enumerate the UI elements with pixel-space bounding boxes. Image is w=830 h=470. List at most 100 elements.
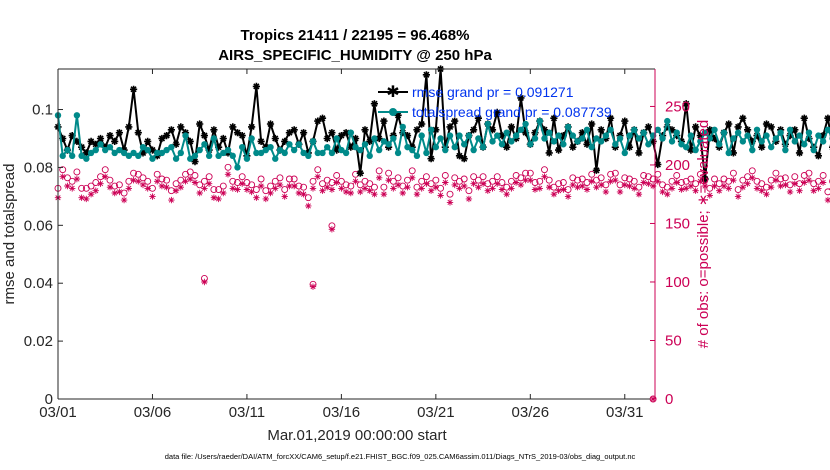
obs-evaluated-point — [744, 180, 751, 187]
obs-possible-point — [663, 183, 671, 191]
obs-evaluated-point — [456, 185, 463, 192]
totalspread-point — [791, 138, 799, 145]
rmse-point — [205, 146, 213, 154]
rmse-point — [285, 129, 293, 137]
obs-evaluated-point — [187, 175, 194, 183]
obs-evaluated-point — [154, 178, 161, 185]
totalspread-point — [361, 141, 369, 148]
legend: ✱ rmse grand pr = 0.091271 totalspread g… — [378, 82, 612, 120]
obs-evaluated-point — [305, 202, 312, 210]
obs-possible-point — [588, 170, 596, 178]
rmse-point — [380, 117, 388, 125]
totalspread-point — [588, 143, 595, 151]
obs-evaluated-point — [824, 196, 830, 204]
rmse-point — [470, 126, 478, 134]
totalspread-point — [597, 138, 605, 145]
rmse-point — [158, 134, 166, 143]
totalspread-point — [201, 141, 208, 148]
totalspread-point — [437, 135, 444, 142]
obs-possible-point — [545, 176, 553, 184]
obs-possible-point — [607, 170, 615, 178]
rmse-point — [73, 137, 81, 145]
rmse-point — [219, 134, 227, 143]
totalspread-point — [59, 152, 66, 160]
rmse-point — [531, 129, 539, 137]
obs-possible-point — [276, 174, 284, 182]
obs-possible-point — [630, 177, 638, 185]
totalspread-point — [801, 141, 808, 148]
obs-evaluated-point — [607, 178, 614, 185]
totalspread-point — [508, 138, 515, 145]
rmse-point — [271, 134, 279, 143]
totalspread-point — [631, 126, 638, 133]
rmse-point — [451, 117, 459, 125]
obs-evaluated-point — [116, 188, 123, 196]
obs-evaluated-point — [555, 187, 562, 194]
totalspread-point — [446, 132, 454, 139]
obs-possible-point — [224, 163, 232, 171]
obs-possible-point — [654, 170, 662, 178]
totalspread-point — [168, 143, 175, 151]
obs-evaluated-point — [498, 186, 506, 193]
obs-evaluated-point — [239, 180, 246, 187]
rmse-point — [366, 137, 374, 145]
rmse-point — [125, 123, 133, 131]
obs-evaluated-point — [224, 171, 232, 178]
totalspread-point — [682, 143, 690, 151]
rmse-point — [172, 140, 180, 148]
obs-evaluated-point — [172, 187, 180, 194]
obs-evaluated-point — [819, 179, 827, 186]
totalspread-point — [701, 129, 709, 136]
totalspread-point — [777, 129, 784, 136]
rmse-point — [474, 114, 482, 122]
obs-possible-point — [711, 175, 718, 183]
rmse-point — [507, 123, 515, 131]
rmse-point — [361, 126, 369, 134]
rmse-point — [814, 152, 822, 160]
y-right-tick-label: 100 — [665, 274, 690, 291]
obs-evaluated-point — [668, 185, 676, 192]
y-right-tick-label: 250 — [665, 98, 690, 115]
rmse-point — [592, 166, 600, 174]
totalspread-point — [805, 129, 813, 136]
totalspread-point — [635, 135, 643, 142]
rmse-point — [281, 137, 289, 145]
totalspread-point — [314, 149, 321, 157]
rmse-point — [805, 134, 813, 143]
obs-evaluated-point — [352, 178, 359, 185]
totalspread-point — [120, 149, 128, 157]
obs-evaluated-point — [739, 184, 746, 191]
obs-possible-point — [451, 174, 459, 182]
totalspread-point — [512, 132, 520, 139]
obs-possible-point — [115, 181, 123, 189]
obs-possible-point — [347, 182, 355, 190]
rmse-point — [625, 143, 634, 151]
obs-possible-point — [314, 166, 322, 174]
rmse-point — [682, 100, 690, 108]
obs-evaluated-point — [196, 189, 203, 197]
totalspread-point — [342, 149, 350, 157]
obs-evaluated-point — [253, 194, 260, 201]
obs-possible-point — [479, 173, 487, 181]
obs-possible-point — [465, 187, 473, 195]
totalspread-point — [782, 146, 789, 154]
obs-possible-point — [106, 176, 114, 184]
rmse-point — [493, 108, 501, 116]
rmse-point — [739, 114, 747, 122]
rmse-point — [663, 123, 671, 131]
rmse-point — [781, 140, 789, 148]
totalspread-point — [767, 143, 775, 151]
obs-possible-point — [522, 169, 530, 177]
obs-possible-point — [257, 175, 265, 183]
obs-possible-point — [687, 175, 695, 183]
rmse-point — [635, 149, 643, 157]
obs-evaluated-point — [177, 184, 184, 191]
obs-evaluated-point — [546, 184, 553, 191]
totalspread-point — [135, 152, 142, 160]
obs-evaluated-point — [631, 185, 638, 192]
obs-evaluated-point — [564, 193, 572, 200]
obs-evaluated-point — [328, 186, 336, 193]
rmse-point — [257, 137, 265, 145]
obs-evaluated-point — [640, 179, 647, 186]
obs-possible-point — [611, 169, 619, 177]
